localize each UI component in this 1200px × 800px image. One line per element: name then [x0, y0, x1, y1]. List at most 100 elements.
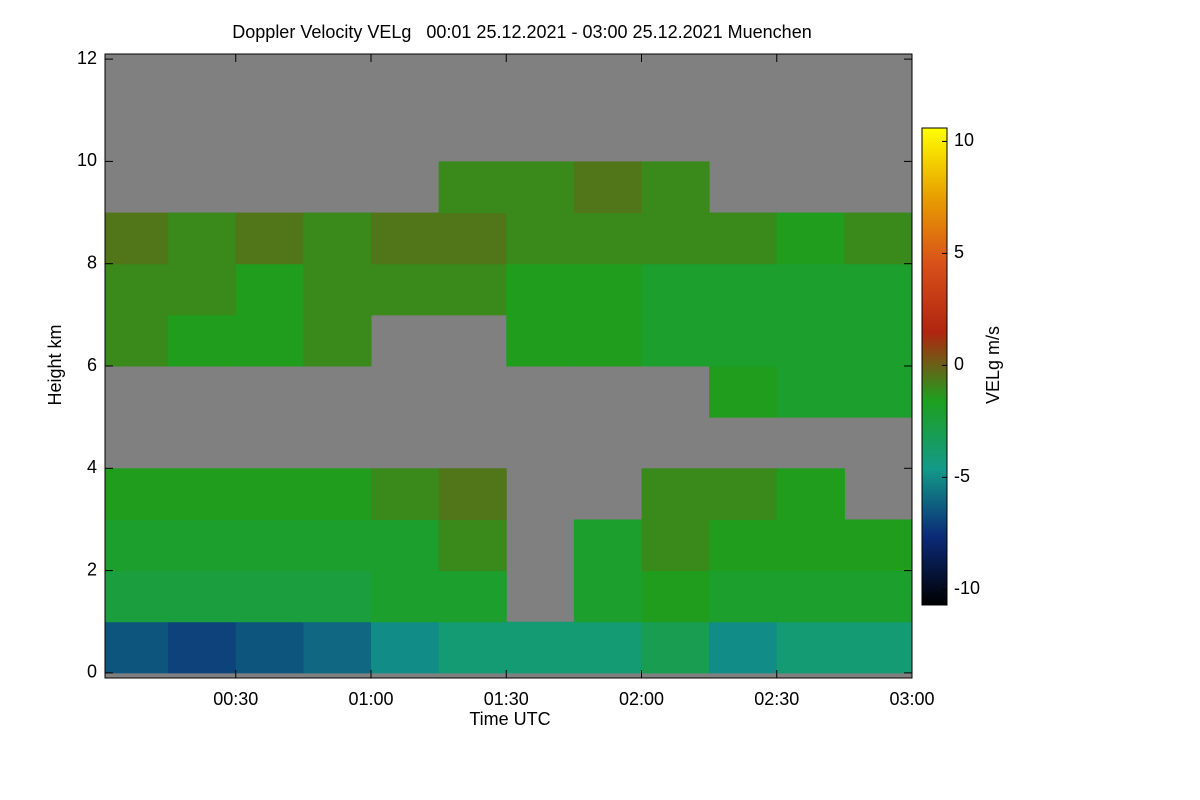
heatmap-cell [573, 621, 642, 674]
heatmap-cell [709, 519, 778, 572]
heatmap-cell [844, 263, 913, 316]
heatmap-cell [709, 621, 778, 674]
heatmap-cell [438, 468, 507, 520]
heatmap-cell [844, 366, 913, 418]
heatmap-cell [641, 263, 710, 316]
heatmap-cell [776, 212, 845, 265]
heatmap-cell [641, 314, 710, 367]
heatmap-cell [844, 621, 913, 674]
heatmap-cell [438, 570, 507, 623]
x-tick-label: 02:00 [619, 689, 664, 709]
heatmap-cell [573, 263, 642, 316]
heatmap-cell [370, 621, 440, 674]
heatmap-cell [844, 570, 913, 623]
colorbar-tick-label: 0 [954, 354, 964, 374]
heatmap-cell [105, 314, 169, 367]
heatmap-cell [168, 621, 237, 674]
y-tick-label: 12 [77, 48, 97, 68]
heatmap-cell [506, 621, 575, 674]
heatmap-cell [506, 161, 575, 214]
heatmap-cell [168, 263, 237, 316]
heatmap-cell [709, 468, 778, 520]
heatmap-cell [506, 263, 575, 316]
heatmap-cell [105, 570, 169, 623]
x-tick-label: 03:00 [889, 689, 934, 709]
heatmap-cell [105, 212, 169, 265]
heatmap-cell [506, 314, 575, 367]
heatmap-cell [438, 263, 507, 316]
heatmap-cell [573, 314, 642, 367]
y-tick-label: 10 [77, 150, 97, 170]
heatmap-cell [168, 212, 237, 265]
heatmap-cell [641, 212, 710, 265]
heatmap-cell [776, 519, 845, 572]
heatmap-cell [105, 519, 169, 572]
heatmap-cell [168, 468, 237, 520]
heatmap-cell [235, 263, 304, 316]
y-tick-label: 6 [87, 355, 97, 375]
y-tick-label: 0 [87, 662, 97, 682]
heatmap-cell [641, 519, 710, 572]
heatmap-cell [844, 314, 913, 367]
heatmap-cell [573, 519, 642, 572]
heatmap-cell [844, 212, 913, 265]
y-axis-label: Height km [45, 324, 65, 405]
y-tick-label: 4 [87, 457, 97, 477]
heatmap-cell [235, 519, 304, 572]
x-tick-label: 00:30 [213, 689, 258, 709]
heatmap-cell [303, 519, 372, 572]
heatmap-cell [709, 570, 778, 623]
x-tick-label: 02:30 [754, 689, 799, 709]
colorbar-tick-label: 10 [954, 130, 974, 150]
heatmap-cell [506, 212, 575, 265]
x-tick-label: 01:00 [348, 689, 393, 709]
heatmap-cell [168, 314, 237, 367]
heatmap-cell [776, 570, 845, 623]
heatmap-cell [709, 366, 778, 418]
heatmap-cell [641, 621, 710, 674]
heatmap-cell [641, 570, 710, 623]
heatmap-cell [641, 161, 710, 214]
heatmap-cell [105, 621, 169, 674]
heatmap-cell [303, 263, 372, 316]
heatmap-cell [776, 621, 845, 674]
heatmap-cell [303, 468, 372, 520]
heatmap-cell [303, 314, 372, 367]
heatmap-cell [776, 314, 845, 367]
heatmap-cell [438, 519, 507, 572]
heatmap-cell [370, 570, 440, 623]
y-tick-label: 8 [87, 252, 97, 272]
heatmap-cell [709, 212, 778, 265]
heatmap-cell [235, 621, 304, 674]
heatmap-cell [573, 161, 642, 214]
heatmap-cell [105, 263, 169, 316]
heatmap-cell [235, 468, 304, 520]
heatmap-cell [776, 366, 845, 418]
heatmap-cell [709, 314, 778, 367]
heatmap-cell [709, 263, 778, 316]
heatmap-cell [573, 212, 642, 265]
heatmap-cell [168, 570, 237, 623]
x-tick-label: 01:30 [484, 689, 529, 709]
heatmap-cell [573, 570, 642, 623]
heatmap-cell [844, 519, 913, 572]
heatmap-cell [303, 570, 372, 623]
heatmap-cell [235, 212, 304, 265]
heatmap-cell [438, 161, 507, 214]
colorbar-label: VELg m/s [983, 326, 1003, 404]
heatmap-cell [370, 468, 440, 520]
heatmap-cell [235, 314, 304, 367]
heatmap-cell [168, 519, 237, 572]
x-axis-label: Time UTC [469, 709, 550, 729]
heatmap-cell [438, 621, 507, 674]
heatmap-cell [641, 468, 710, 520]
heatmap-cell [370, 212, 440, 265]
heatmap-cell [370, 263, 440, 316]
colorbar-tick-label: -5 [954, 466, 970, 486]
heatmap-cell [438, 212, 507, 265]
colorbar-tick-label: -10 [954, 578, 980, 598]
heatmap-cell [303, 212, 372, 265]
heatmap-cell [776, 468, 845, 520]
heatmap-cell [235, 570, 304, 623]
